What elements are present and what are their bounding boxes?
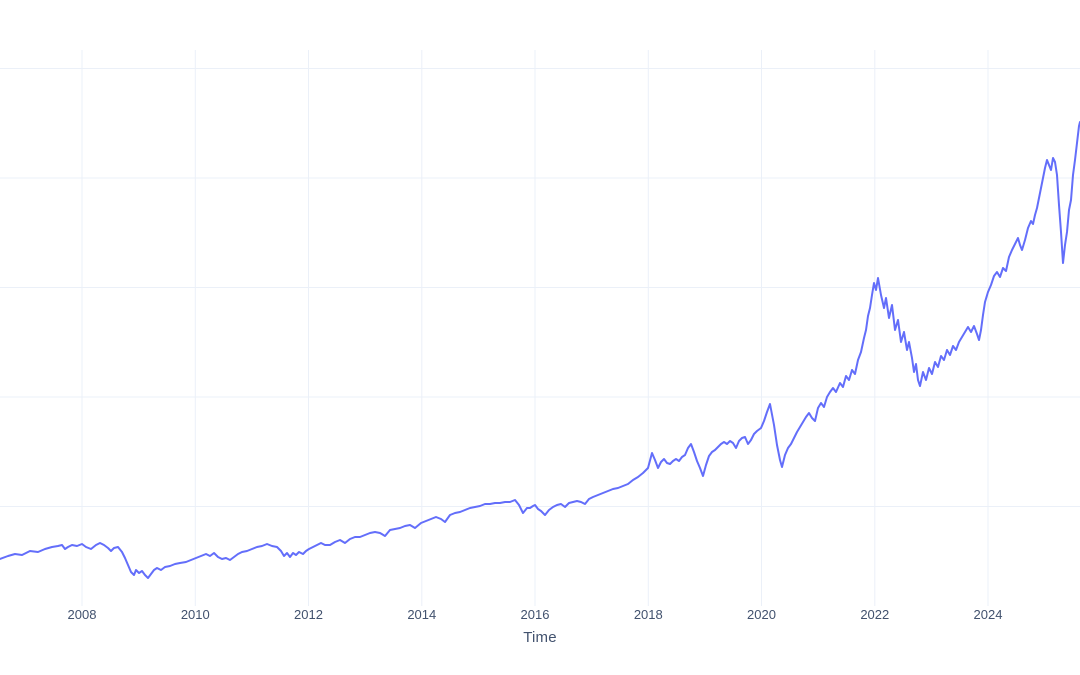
price-line-series [0, 121, 1080, 579]
x-tick-label: 2018 [634, 607, 663, 622]
x-axis-title: Time [523, 629, 557, 646]
x-tick-label: 2008 [68, 607, 97, 622]
x-tick-label: 2012 [294, 607, 323, 622]
x-tick-label: 2020 [747, 607, 776, 622]
x-tick-label: 2010 [181, 607, 210, 622]
x-tick-label: 2016 [521, 607, 550, 622]
x-tick-label: 2022 [860, 607, 889, 622]
x-tick-label: 2024 [974, 607, 1003, 622]
x-tick-label: 2014 [407, 607, 436, 622]
